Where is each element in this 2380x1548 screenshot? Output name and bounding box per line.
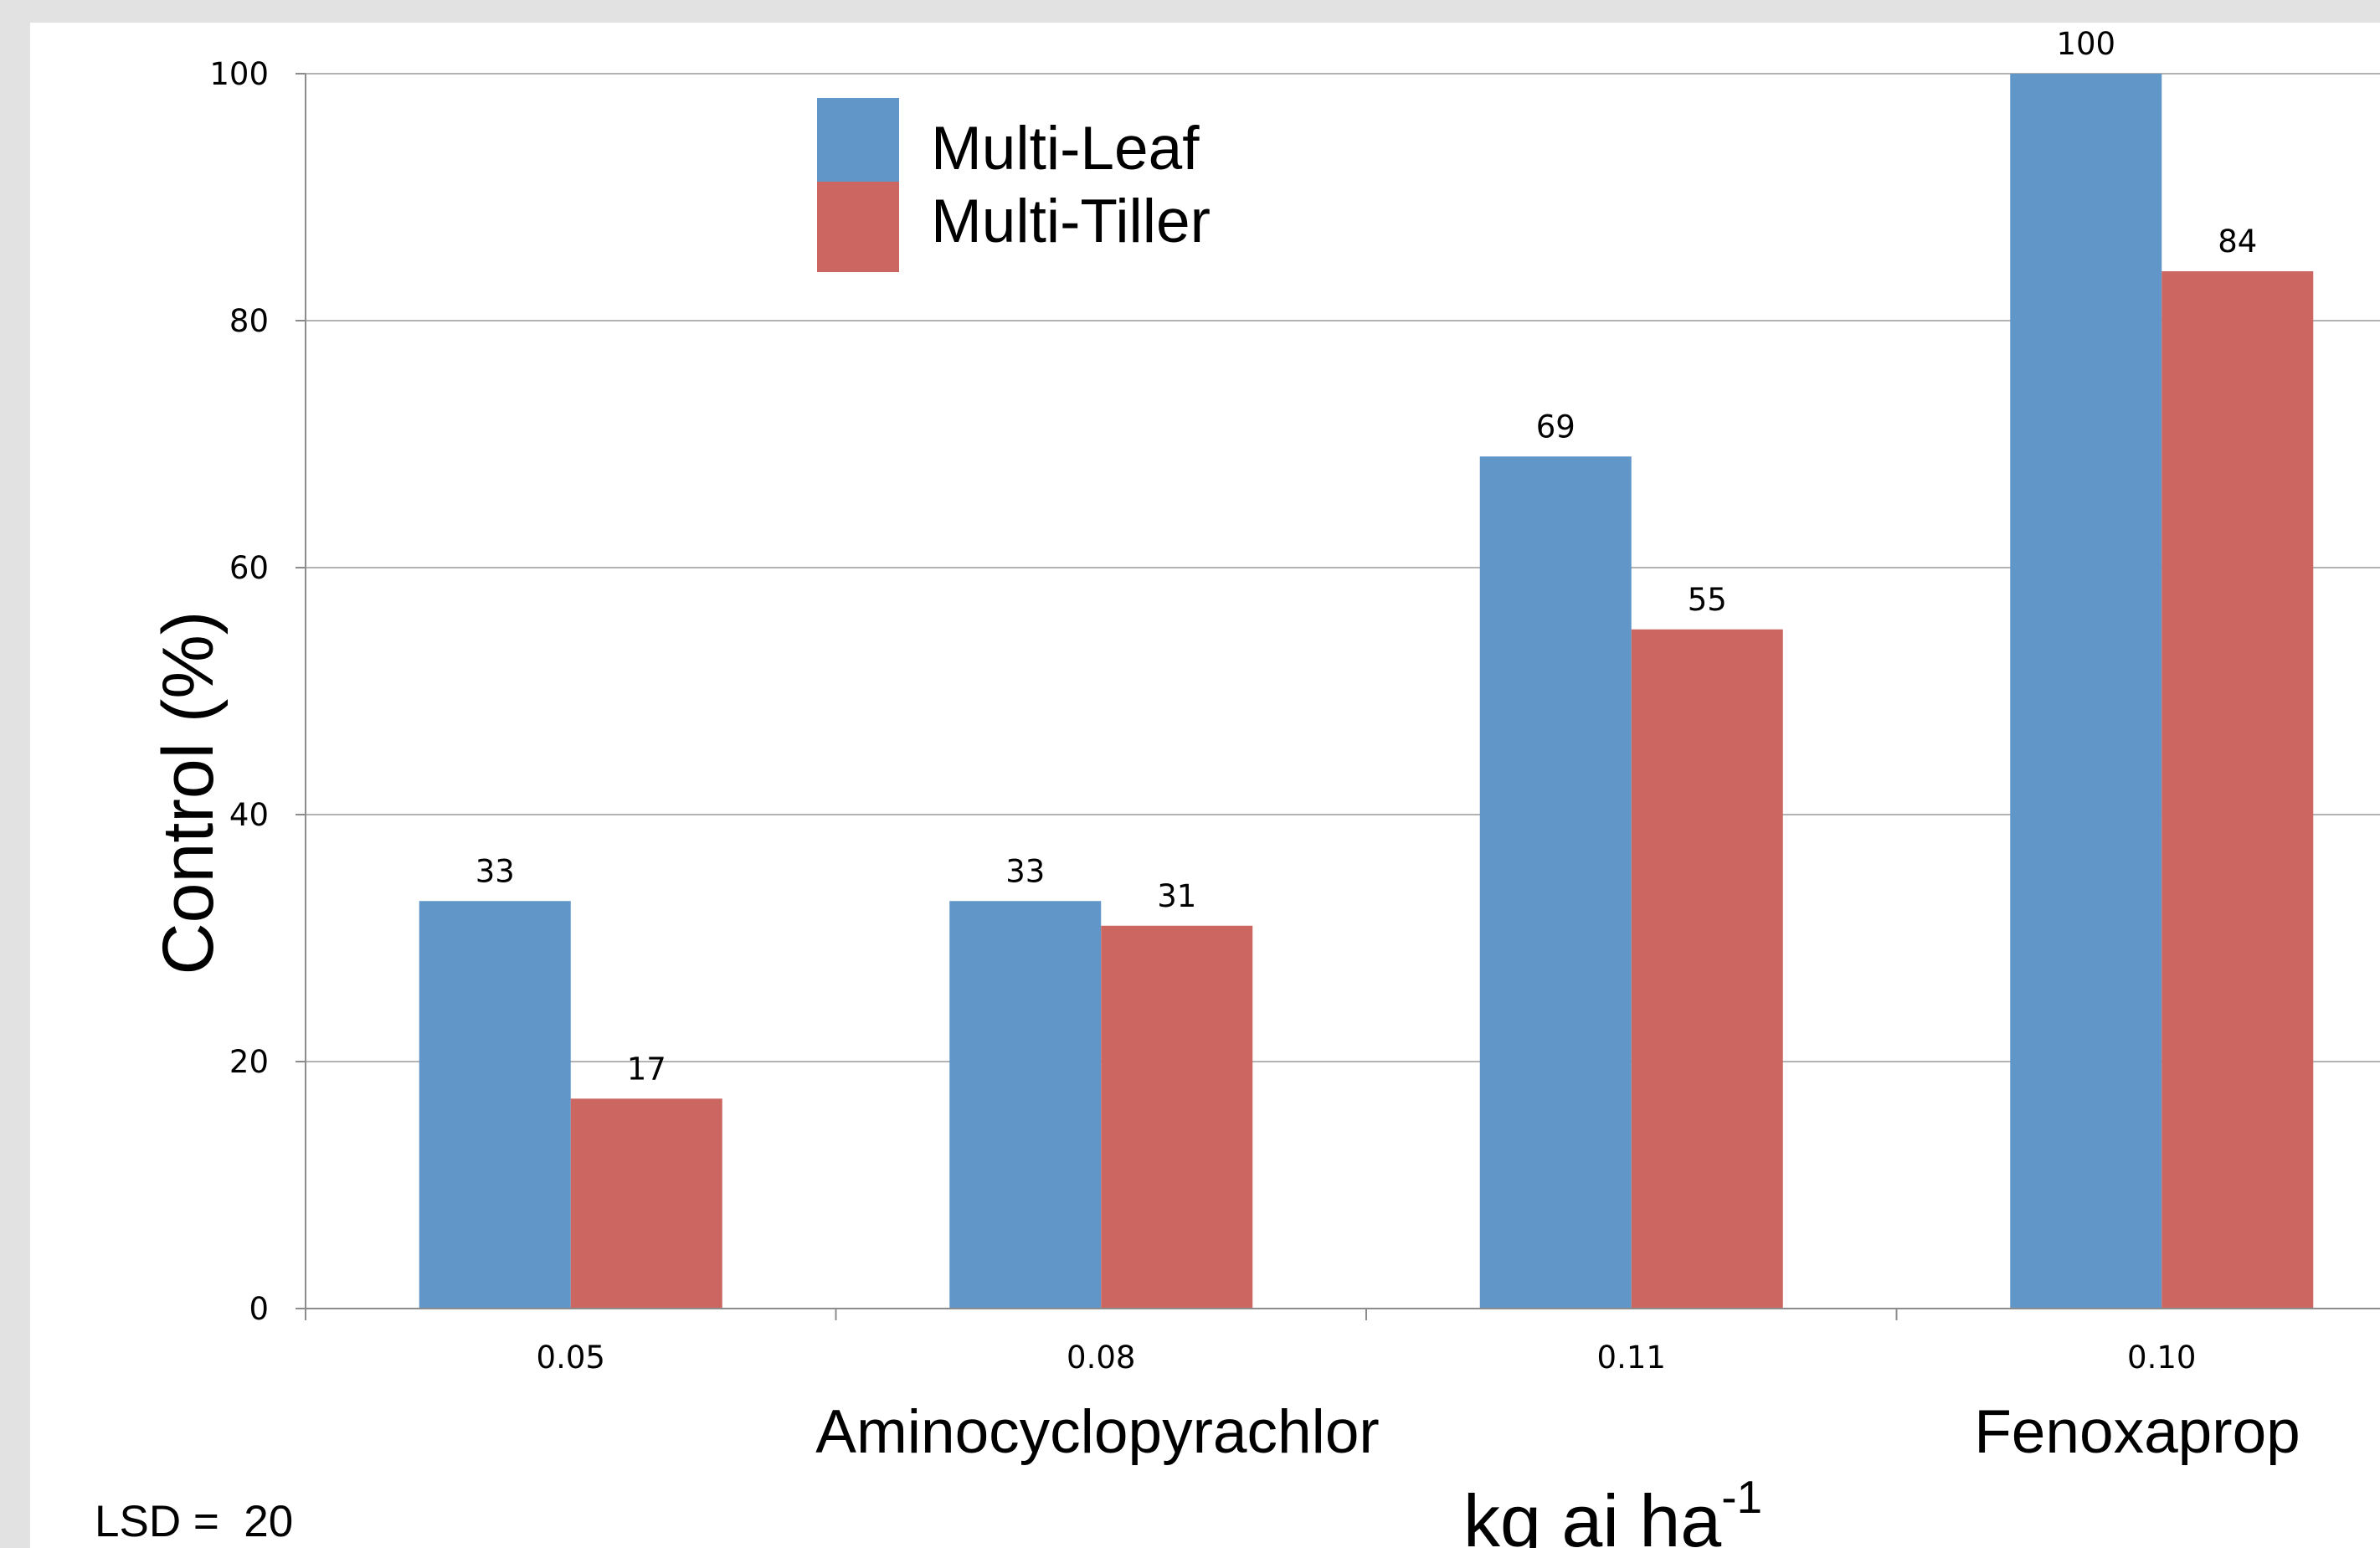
bar-multi-tiller-1 — [1101, 925, 1253, 1309]
chart-panel: 0 20 40 60 80 100 0.05 0.08 0.11 0.10 33 17 33 31 69… — [30, 23, 2380, 1548]
data-label: 84 — [2218, 224, 2257, 260]
y-tick-label: 0 — [249, 1291, 269, 1327]
bar-multi-tiller-2 — [1631, 629, 1783, 1309]
data-label: 17 — [627, 1051, 666, 1087]
y-axis-label: Control (%) — [148, 611, 229, 975]
lsd-annotation: LSD = 20 — [95, 1497, 293, 1546]
x-axis-label-superscript: -1 — [1721, 1471, 1762, 1523]
data-labels: 33 17 33 31 69 55 100 84 — [475, 26, 2258, 1087]
group-label-aminocyclopyrachlor: Aminocyclopyrachlor — [815, 1398, 1379, 1466]
y-tick-label: 60 — [229, 550, 269, 586]
y-tick-label: 100 — [209, 56, 269, 92]
legend-swatch-multi-tiller — [817, 182, 899, 272]
y-tick-label: 80 — [229, 303, 269, 339]
data-label: 31 — [1157, 878, 1196, 914]
y-tick-labels: 0 20 40 60 80 100 — [209, 56, 269, 1327]
data-label: 55 — [1688, 582, 1727, 618]
group-label-fenoxaprop: Fenoxaprop — [1974, 1398, 2300, 1466]
x-tick-labels: 0.05 0.08 0.11 0.10 — [537, 1340, 2197, 1376]
data-label: 100 — [2056, 26, 2115, 62]
y-tick-label: 40 — [229, 797, 269, 833]
x-tick-label: 0.05 — [537, 1340, 605, 1376]
bar-multi-leaf-0 — [419, 901, 571, 1309]
legend-swatch-multi-leaf — [817, 98, 899, 188]
bar-multi-tiller-3 — [2162, 271, 2314, 1309]
x-tick-label: 0.08 — [1067, 1340, 1135, 1376]
data-label: 69 — [1536, 409, 1576, 445]
bars — [419, 74, 2314, 1309]
data-label: 33 — [475, 853, 515, 889]
x-axis-label: kg ai ha-1 — [1463, 1471, 1762, 1548]
data-label: 33 — [1005, 853, 1045, 889]
x-tick-label: 0.10 — [2127, 1340, 2196, 1376]
y-tick-label: 20 — [229, 1044, 269, 1080]
bar-multi-leaf-3 — [2010, 74, 2162, 1309]
x-axis-label-text: kg ai ha — [1463, 1479, 1721, 1548]
bar-chart: 0 20 40 60 80 100 0.05 0.08 0.11 0.10 33 17 33 31 69… — [95, 26, 2380, 1548]
bar-multi-leaf-1 — [949, 901, 1102, 1309]
legend: Multi-Leaf Multi-Tiller — [817, 98, 1211, 272]
legend-label-multi-leaf: Multi-Leaf — [931, 115, 1200, 183]
bar-multi-tiller-0 — [570, 1098, 722, 1309]
x-tick-label: 0.11 — [1597, 1340, 1666, 1376]
axes — [296, 73, 2380, 1320]
bar-multi-leaf-2 — [1479, 456, 1632, 1309]
legend-label-multi-tiller: Multi-Tiller — [931, 188, 1211, 255]
